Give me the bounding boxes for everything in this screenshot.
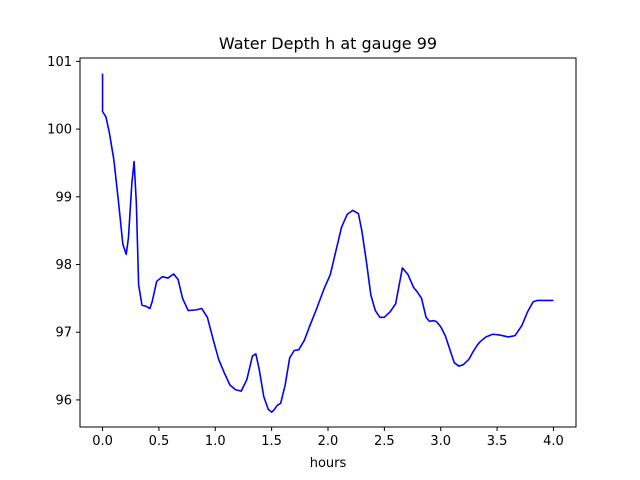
x-tick-label: 3.5	[487, 434, 508, 449]
y-tick-label: 100	[47, 123, 72, 138]
x-tick-label: 0.5	[149, 434, 170, 449]
x-tick-label: 3.0	[430, 434, 451, 449]
y-tick-label: 97	[55, 326, 72, 341]
x-tick-label: 2.5	[374, 434, 395, 449]
x-axis-label: hours	[310, 456, 347, 471]
x-axis: 0.0 0.5 1.0 1.5 2.0 2.5 3.0 3.5 4.0	[92, 427, 564, 449]
chart-title: Water Depth h at gauge 99	[219, 34, 437, 53]
y-tick-label: 98	[55, 258, 72, 273]
y-axis: 96 97 98 99 100 101	[47, 55, 80, 408]
x-tick-label: 2.0	[318, 434, 339, 449]
x-tick-label: 1.0	[205, 434, 226, 449]
y-tick-label: 101	[47, 55, 72, 70]
series-line-0	[101, 73, 554, 413]
plot-background	[80, 58, 576, 427]
x-tick-label: 4.0	[543, 434, 564, 449]
x-tick-label: 1.5	[261, 434, 282, 449]
plot-area	[79, 57, 577, 428]
x-tick-label: 0.0	[92, 434, 113, 449]
y-tick-label: 96	[55, 393, 72, 408]
y-tick-label: 99	[55, 190, 72, 205]
